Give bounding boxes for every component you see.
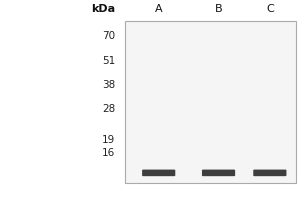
- Text: 51: 51: [102, 56, 116, 66]
- Text: 19: 19: [102, 135, 116, 145]
- Text: A: A: [155, 4, 163, 14]
- Text: C: C: [266, 4, 274, 14]
- FancyBboxPatch shape: [202, 170, 235, 176]
- Text: B: B: [215, 4, 222, 14]
- Text: 38: 38: [102, 80, 116, 90]
- Text: 16: 16: [102, 148, 116, 158]
- FancyBboxPatch shape: [142, 170, 175, 176]
- FancyBboxPatch shape: [253, 170, 286, 176]
- Text: kDa: kDa: [92, 4, 116, 14]
- Text: 70: 70: [102, 31, 116, 41]
- Bar: [124, 21, 296, 183]
- Text: 28: 28: [102, 104, 116, 114]
